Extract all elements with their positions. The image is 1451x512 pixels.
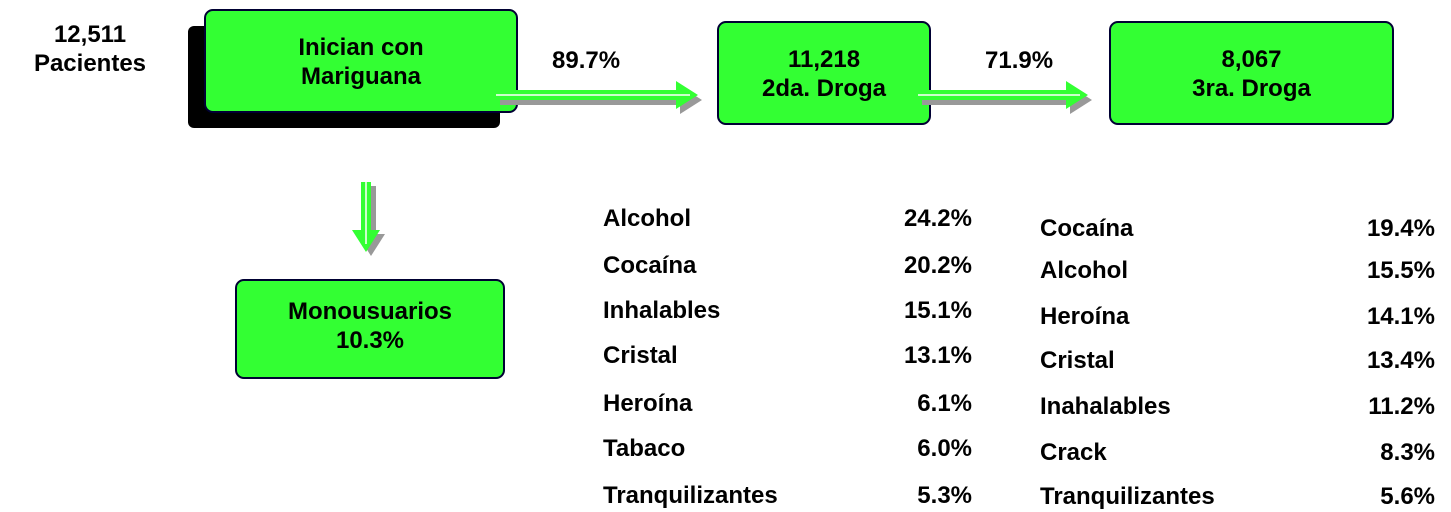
- drug-percent: 24.2%: [903, 205, 972, 232]
- transition-label: 89.7%: [552, 47, 621, 74]
- drug-percent: 5.3%: [917, 482, 972, 509]
- drug-percent: 6.0%: [917, 435, 972, 462]
- drug-name: Alcohol: [1040, 257, 1128, 284]
- drug-name: Alcohol: [603, 205, 691, 232]
- drug-name: Cristal: [603, 342, 678, 369]
- drug-percent: 15.5%: [1366, 257, 1435, 284]
- arrow: [352, 182, 385, 256]
- drug-name: Tranquilizantes: [603, 482, 778, 509]
- drug-percent: 5.6%: [1380, 483, 1435, 510]
- drug-name: Tabaco: [603, 435, 686, 462]
- arrow: [918, 81, 1092, 114]
- node-label: Inician con Mariguana: [205, 33, 517, 91]
- node-box: [1109, 21, 1394, 125]
- drug-name: Cocaína: [1040, 215, 1134, 242]
- drug-name: Heroína: [603, 390, 693, 417]
- text-line: 8,067: [1221, 46, 1282, 73]
- drug-percent: 13.1%: [903, 342, 972, 369]
- drug-percent: 14.1%: [1366, 303, 1435, 330]
- text-line: Inician con: [298, 34, 424, 61]
- node-label: 8,067 3ra. Droga: [1110, 45, 1393, 103]
- text-line: 11,218: [787, 46, 861, 73]
- drug-name: Cristal: [1040, 347, 1115, 374]
- drug-percent: 19.4%: [1366, 215, 1435, 242]
- text-line: 10.3%: [335, 327, 405, 354]
- text-line: 3ra. Droga: [1192, 75, 1311, 102]
- text-line: 2da. Droga: [761, 75, 887, 102]
- drug-name: Tranquilizantes: [1040, 483, 1215, 510]
- drug-percent: 8.3%: [1380, 439, 1435, 466]
- transition-label: 71.9%: [985, 47, 1054, 74]
- drug-percent: 6.1%: [917, 390, 972, 417]
- arrow: [496, 81, 702, 114]
- node-box: [204, 9, 518, 113]
- text-line: Monousuarios: [287, 298, 452, 325]
- text-line: Mariguana: [300, 63, 422, 90]
- node-box: [717, 21, 931, 125]
- drug-percent: 15.1%: [903, 297, 972, 324]
- drug-name: Inahalables: [1040, 393, 1171, 420]
- node-label: 11,218 2da. Droga: [718, 45, 930, 103]
- text-line: 12,511: [53, 21, 127, 48]
- drug-name: Crack: [1040, 439, 1107, 466]
- drug-name: Inhalables: [603, 297, 721, 324]
- start-label: 12,511 Pacientes: [20, 20, 160, 78]
- drug-name: Heroína: [1040, 303, 1130, 330]
- drug-percent: 13.4%: [1366, 347, 1435, 374]
- drug-percent: 11.2%: [1368, 393, 1435, 420]
- text-line: Pacientes: [33, 50, 147, 77]
- node-box: [235, 279, 505, 379]
- drug-percent: 20.2%: [903, 252, 972, 279]
- node-label: Monousuarios 10.3%: [236, 297, 504, 355]
- drug-name: Cocaína: [603, 252, 697, 279]
